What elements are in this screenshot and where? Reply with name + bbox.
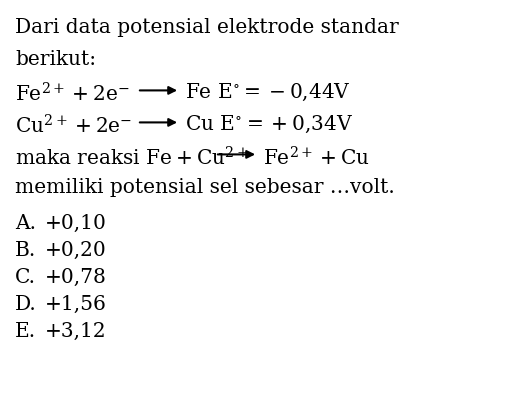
Text: +0,10: +0,10 xyxy=(45,214,107,233)
Text: $\mathregular{Fe^{2+} + 2e^{-}}$: $\mathregular{Fe^{2+} + 2e^{-}}$ xyxy=(15,82,130,105)
Text: $\mathregular{Cu\ E^{\circ} = +0{,}34V}$: $\mathregular{Cu\ E^{\circ} = +0{,}34V}$ xyxy=(185,114,353,135)
Text: $\mathregular{maka\ reaksi\ Fe + Cu^{2+}}$: $\mathregular{maka\ reaksi\ Fe + Cu^{2+}… xyxy=(15,146,249,169)
Text: $\mathregular{Fe\ E^{\circ} = -0{,}44V}$: $\mathregular{Fe\ E^{\circ} = -0{,}44V}$ xyxy=(185,82,351,103)
Text: berikut:: berikut: xyxy=(15,50,96,69)
Text: D.: D. xyxy=(15,295,37,314)
Text: +3,12: +3,12 xyxy=(45,322,107,341)
Text: +1,56: +1,56 xyxy=(45,295,107,314)
Text: C.: C. xyxy=(15,268,36,287)
Text: +0,20: +0,20 xyxy=(45,241,107,260)
Text: E.: E. xyxy=(15,322,36,341)
Text: B.: B. xyxy=(15,241,36,260)
Text: +0,78: +0,78 xyxy=(45,268,107,287)
Text: $\mathregular{Fe^{2+} + Cu}$: $\mathregular{Fe^{2+} + Cu}$ xyxy=(263,146,370,169)
Text: Dari data potensial elektrode standar: Dari data potensial elektrode standar xyxy=(15,18,399,37)
Text: $\mathregular{Cu^{2+} + 2e^{-}}$: $\mathregular{Cu^{2+} + 2e^{-}}$ xyxy=(15,114,133,137)
Text: A.: A. xyxy=(15,214,36,233)
Text: memiliki potensial sel sebesar …volt.: memiliki potensial sel sebesar …volt. xyxy=(15,178,394,197)
